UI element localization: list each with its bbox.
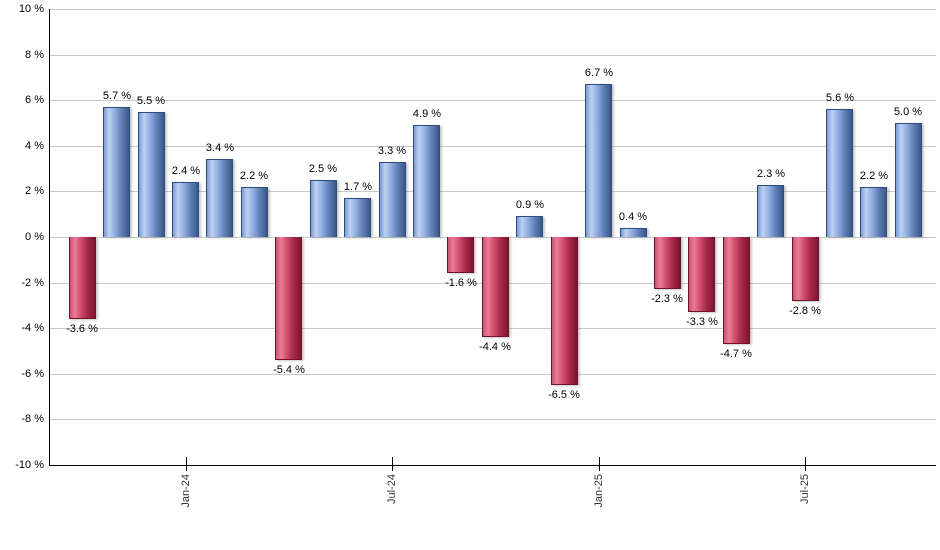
y-axis-tick-label: 4 % — [25, 140, 44, 152]
x-axis-line — [49, 465, 936, 466]
y-axis-tick-label: -4 % — [21, 322, 44, 334]
bar-value-label: 5.0 % — [893, 106, 923, 118]
bar — [103, 107, 130, 237]
gridline — [50, 9, 936, 10]
bar — [895, 123, 922, 237]
bar-value-label: -3.6 % — [66, 323, 98, 335]
gridline — [50, 374, 936, 375]
bar-value-label: -6.5 % — [548, 389, 580, 401]
y-axis-tick-label: -6 % — [21, 368, 44, 380]
x-axis-tick-label: Jul-24 — [386, 470, 416, 504]
bar-value-label: 0.4 % — [618, 211, 648, 223]
y-axis-tick-label: 10 % — [18, 3, 44, 15]
bar — [688, 237, 715, 312]
bar — [241, 187, 268, 237]
x-axis-tick-label: Jan-24 — [180, 470, 214, 508]
bar-value-label: -4.4 % — [479, 341, 511, 353]
bar-value-label: -4.7 % — [720, 348, 752, 360]
bar-value-label: 5.5 % — [136, 95, 166, 107]
x-axis-tick-mark — [599, 457, 600, 471]
y-axis-line — [49, 9, 50, 465]
bar-value-label: 1.7 % — [343, 181, 373, 193]
bar — [551, 237, 578, 385]
bar — [860, 187, 887, 237]
bar — [757, 185, 784, 237]
bar-value-label: 2.4 % — [171, 165, 201, 177]
bar — [379, 162, 406, 237]
bar-value-label: 2.3 % — [756, 168, 786, 180]
bar-value-label: 6.7 % — [584, 67, 614, 79]
bar — [826, 109, 853, 237]
bar-value-label: 2.2 % — [239, 170, 269, 182]
bar — [447, 237, 474, 273]
bar — [69, 237, 96, 319]
bar — [172, 182, 199, 237]
x-axis-tick-label-text: Jul-25 — [799, 474, 811, 504]
x-axis-tick-label: Jan-25 — [593, 470, 627, 508]
x-axis-tick-mark — [392, 457, 393, 471]
bar — [138, 112, 165, 237]
x-axis-tick-label: Jul-25 — [799, 470, 829, 504]
bar — [792, 237, 819, 301]
bar-value-label: -2.8 % — [789, 305, 821, 317]
bar-value-label: 5.7 % — [102, 90, 132, 102]
gridline — [50, 55, 936, 56]
bar — [413, 125, 440, 237]
bar-value-label: -3.3 % — [686, 316, 718, 328]
bar — [310, 180, 337, 237]
bar — [654, 237, 681, 289]
bar — [206, 159, 233, 237]
bar-value-label: -5.4 % — [273, 364, 305, 376]
x-axis-tick-mark — [186, 457, 187, 471]
y-axis-tick-label: 2 % — [25, 185, 44, 197]
y-axis-tick-label: -2 % — [21, 277, 44, 289]
bar-value-label: 2.2 % — [859, 170, 889, 182]
x-axis-tick-label-text: Jan-24 — [180, 474, 192, 508]
gridline — [50, 191, 936, 192]
bar — [344, 198, 371, 237]
bar-value-label: 3.3 % — [377, 145, 407, 157]
bar-value-label: 3.4 % — [205, 142, 235, 154]
bar-value-label: 5.6 % — [825, 92, 855, 104]
x-axis-tick-mark — [805, 457, 806, 471]
y-axis-tick-label: -8 % — [21, 413, 44, 425]
bar-value-label: 2.5 % — [308, 163, 338, 175]
bar — [585, 84, 612, 237]
x-axis-tick-label-text: Jul-24 — [386, 474, 398, 504]
x-axis-tick-label-text: Jan-25 — [593, 474, 605, 508]
bar — [482, 237, 509, 337]
gridline — [50, 100, 936, 101]
y-axis-tick-label: -10 % — [15, 459, 44, 471]
bar — [723, 237, 750, 344]
y-axis-tick-label: 0 % — [25, 231, 44, 243]
gridline — [50, 419, 936, 420]
bar — [516, 216, 543, 237]
bar-value-label: 0.9 % — [515, 199, 545, 211]
bar-value-label: -2.3 % — [651, 293, 683, 305]
bar — [275, 237, 302, 360]
bar — [620, 228, 647, 237]
bar-value-label: 4.9 % — [412, 108, 442, 120]
y-axis-tick-label: 8 % — [25, 49, 44, 61]
bar-value-label: -1.6 % — [445, 277, 477, 289]
y-axis-tick-label: 6 % — [25, 94, 44, 106]
gridline — [50, 146, 936, 147]
